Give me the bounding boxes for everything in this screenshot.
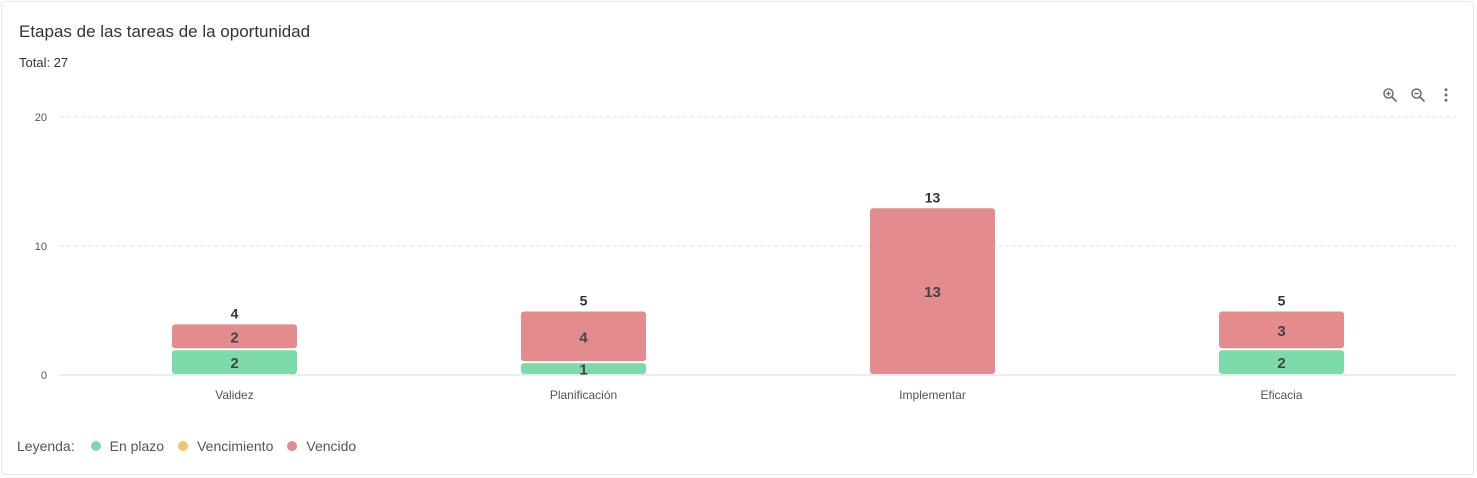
bar-segment — [521, 363, 646, 374]
total-label: 5 — [1278, 293, 1286, 309]
legend-item-label: Vencido — [306, 438, 357, 454]
data-label: 3 — [1277, 323, 1285, 340]
x-tick-label: Eficacia — [1260, 388, 1302, 402]
y-tick-label: 10 — [35, 241, 47, 253]
total-label: 5 — [580, 293, 588, 309]
data-label: 13 — [924, 284, 941, 301]
total-count: Total: 27 — [19, 55, 69, 70]
legend-label: Leyenda: — [17, 438, 75, 454]
total-label: 4 — [231, 305, 239, 321]
chart-title: Etapas de las tareas de la oportunidad — [19, 22, 311, 41]
chart-legend: Leyenda: En plazo Vencimiento Vencido — [17, 438, 370, 454]
legend-item-vencido[interactable]: Vencido — [287, 438, 356, 454]
legend-item-label: Vencimiento — [197, 438, 274, 454]
bar-segment — [172, 324, 297, 349]
bar-segment — [521, 311, 646, 362]
zoom-out-icon[interactable] — [1407, 84, 1429, 106]
bar-segment — [1219, 350, 1344, 374]
x-tick-label: Validez — [215, 388, 253, 402]
data-label: 2 — [230, 329, 238, 346]
legend-dot — [287, 441, 298, 451]
zoom-in-icon[interactable] — [1379, 84, 1401, 106]
data-label: 2 — [230, 355, 238, 372]
x-tick-label: Planificación — [550, 388, 617, 402]
y-tick-label: 20 — [35, 112, 47, 124]
x-tick-label: Implementar — [899, 388, 966, 402]
bar-segment — [870, 208, 995, 374]
total-label: 13 — [925, 189, 941, 205]
legend-item-vencimiento[interactable]: Vencimiento — [178, 438, 273, 454]
legend-dot — [90, 441, 101, 451]
legend-item-en-plazo[interactable]: En plazo — [90, 438, 165, 454]
bar-segment — [1219, 311, 1344, 349]
chart-toolbar — [1379, 84, 1457, 106]
legend-item-label: En plazo — [109, 438, 165, 454]
y-tick-label: 0 — [41, 370, 47, 382]
chart-plot: 0 10 20 2 2 4 Validez 1 4 5 Planificación 13 13 Imple… — [35, 112, 1456, 402]
legend-dot — [178, 441, 189, 451]
data-label: 2 — [1277, 355, 1285, 372]
bar-segment — [172, 350, 297, 374]
more-vert-icon[interactable] — [1435, 84, 1457, 106]
data-label: 1 — [579, 362, 587, 379]
data-label: 4 — [579, 329, 588, 346]
